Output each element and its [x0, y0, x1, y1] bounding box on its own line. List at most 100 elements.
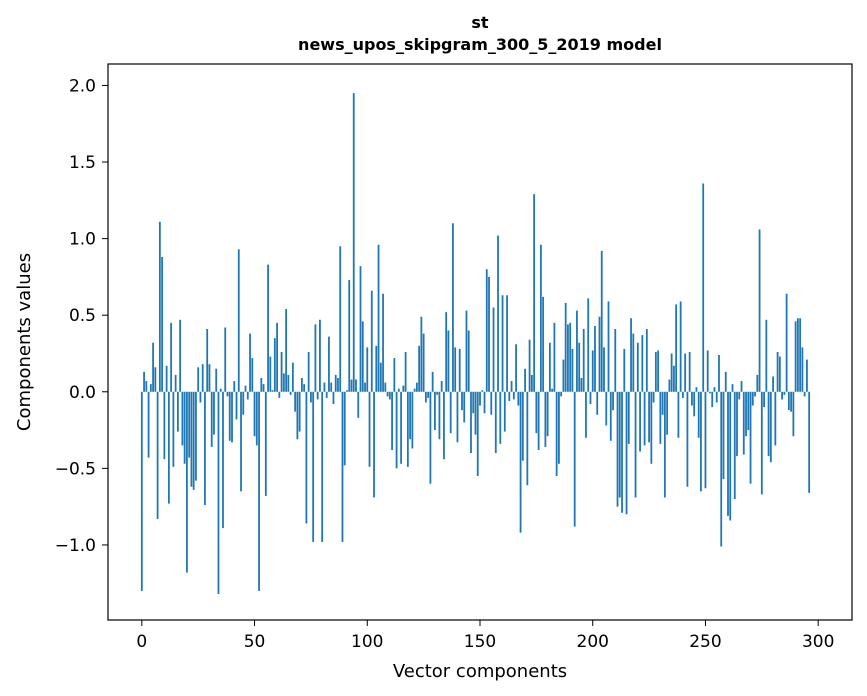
bar — [449, 391, 452, 434]
bar — [361, 321, 364, 392]
bar — [156, 391, 159, 519]
bar — [167, 391, 170, 504]
bar — [501, 295, 504, 392]
bar — [607, 301, 610, 392]
bar — [172, 391, 175, 467]
bar — [454, 347, 457, 392]
bar — [596, 391, 599, 415]
bar — [609, 391, 612, 441]
bar — [400, 391, 402, 464]
bar — [291, 362, 294, 392]
bar — [181, 391, 184, 446]
bar — [192, 391, 195, 490]
bar — [530, 374, 533, 392]
bar — [287, 374, 290, 392]
bar — [718, 355, 720, 392]
bar — [738, 391, 741, 400]
bar — [215, 368, 218, 392]
bar — [217, 391, 220, 594]
bar — [231, 391, 233, 443]
bar — [783, 391, 786, 395]
bar — [314, 324, 317, 392]
bar — [366, 347, 369, 392]
bar — [179, 319, 182, 392]
bar — [434, 391, 436, 431]
y-tick-label: 1.5 — [69, 153, 96, 173]
bar — [515, 344, 517, 392]
bar — [749, 391, 752, 484]
bar — [278, 391, 281, 398]
bar — [443, 391, 445, 460]
bar — [298, 391, 301, 432]
bar — [188, 391, 191, 458]
bar — [672, 365, 675, 392]
bar — [639, 391, 641, 452]
bar — [352, 93, 355, 392]
bar — [183, 391, 186, 464]
bar — [319, 319, 321, 392]
bar — [736, 391, 738, 457]
bar — [742, 391, 745, 455]
bar — [729, 391, 732, 521]
bar — [634, 391, 637, 498]
bar — [641, 335, 644, 392]
bar — [323, 382, 326, 392]
bar — [357, 391, 360, 418]
bar — [208, 364, 211, 392]
bar — [174, 374, 177, 392]
bar — [657, 350, 660, 392]
bar — [544, 391, 547, 447]
bar — [285, 309, 288, 392]
bar — [481, 390, 484, 392]
bar — [409, 391, 412, 440]
bar — [467, 330, 470, 392]
bar — [492, 307, 495, 392]
bar — [424, 391, 427, 403]
x-tick-label: 50 — [244, 632, 266, 652]
bar — [490, 391, 493, 415]
bar — [271, 390, 274, 392]
bar — [427, 391, 430, 398]
bar — [713, 387, 716, 392]
bar — [585, 391, 587, 438]
bar — [458, 348, 461, 392]
bar — [386, 391, 389, 397]
y-tick-label: −0.5 — [55, 459, 96, 479]
bar — [152, 342, 154, 392]
bar — [165, 365, 168, 392]
bar — [801, 347, 804, 392]
bar — [163, 391, 166, 460]
bar — [429, 391, 432, 484]
y-tick-label: 0.0 — [69, 383, 96, 403]
bar — [161, 256, 164, 392]
bar — [765, 319, 768, 392]
bar — [614, 328, 617, 392]
bar — [253, 391, 256, 437]
bar — [296, 391, 299, 440]
bar — [562, 359, 565, 392]
bar — [255, 391, 258, 446]
bar — [497, 235, 499, 392]
bar — [706, 350, 709, 392]
bar — [186, 391, 188, 573]
bar — [395, 391, 398, 469]
bar — [237, 249, 240, 392]
bar — [485, 269, 488, 392]
bar — [413, 388, 416, 392]
bar — [654, 351, 657, 392]
bar — [406, 391, 409, 467]
bar — [580, 377, 583, 392]
bar — [621, 391, 623, 513]
bar — [210, 391, 213, 447]
bar — [379, 362, 382, 392]
bar — [623, 348, 626, 392]
bar — [790, 391, 793, 412]
bar — [190, 391, 193, 487]
bar — [370, 290, 373, 392]
bar — [195, 391, 197, 481]
bar — [312, 391, 315, 542]
bar — [440, 381, 443, 392]
bar — [769, 391, 772, 463]
bar — [758, 229, 761, 392]
bar — [508, 391, 511, 401]
